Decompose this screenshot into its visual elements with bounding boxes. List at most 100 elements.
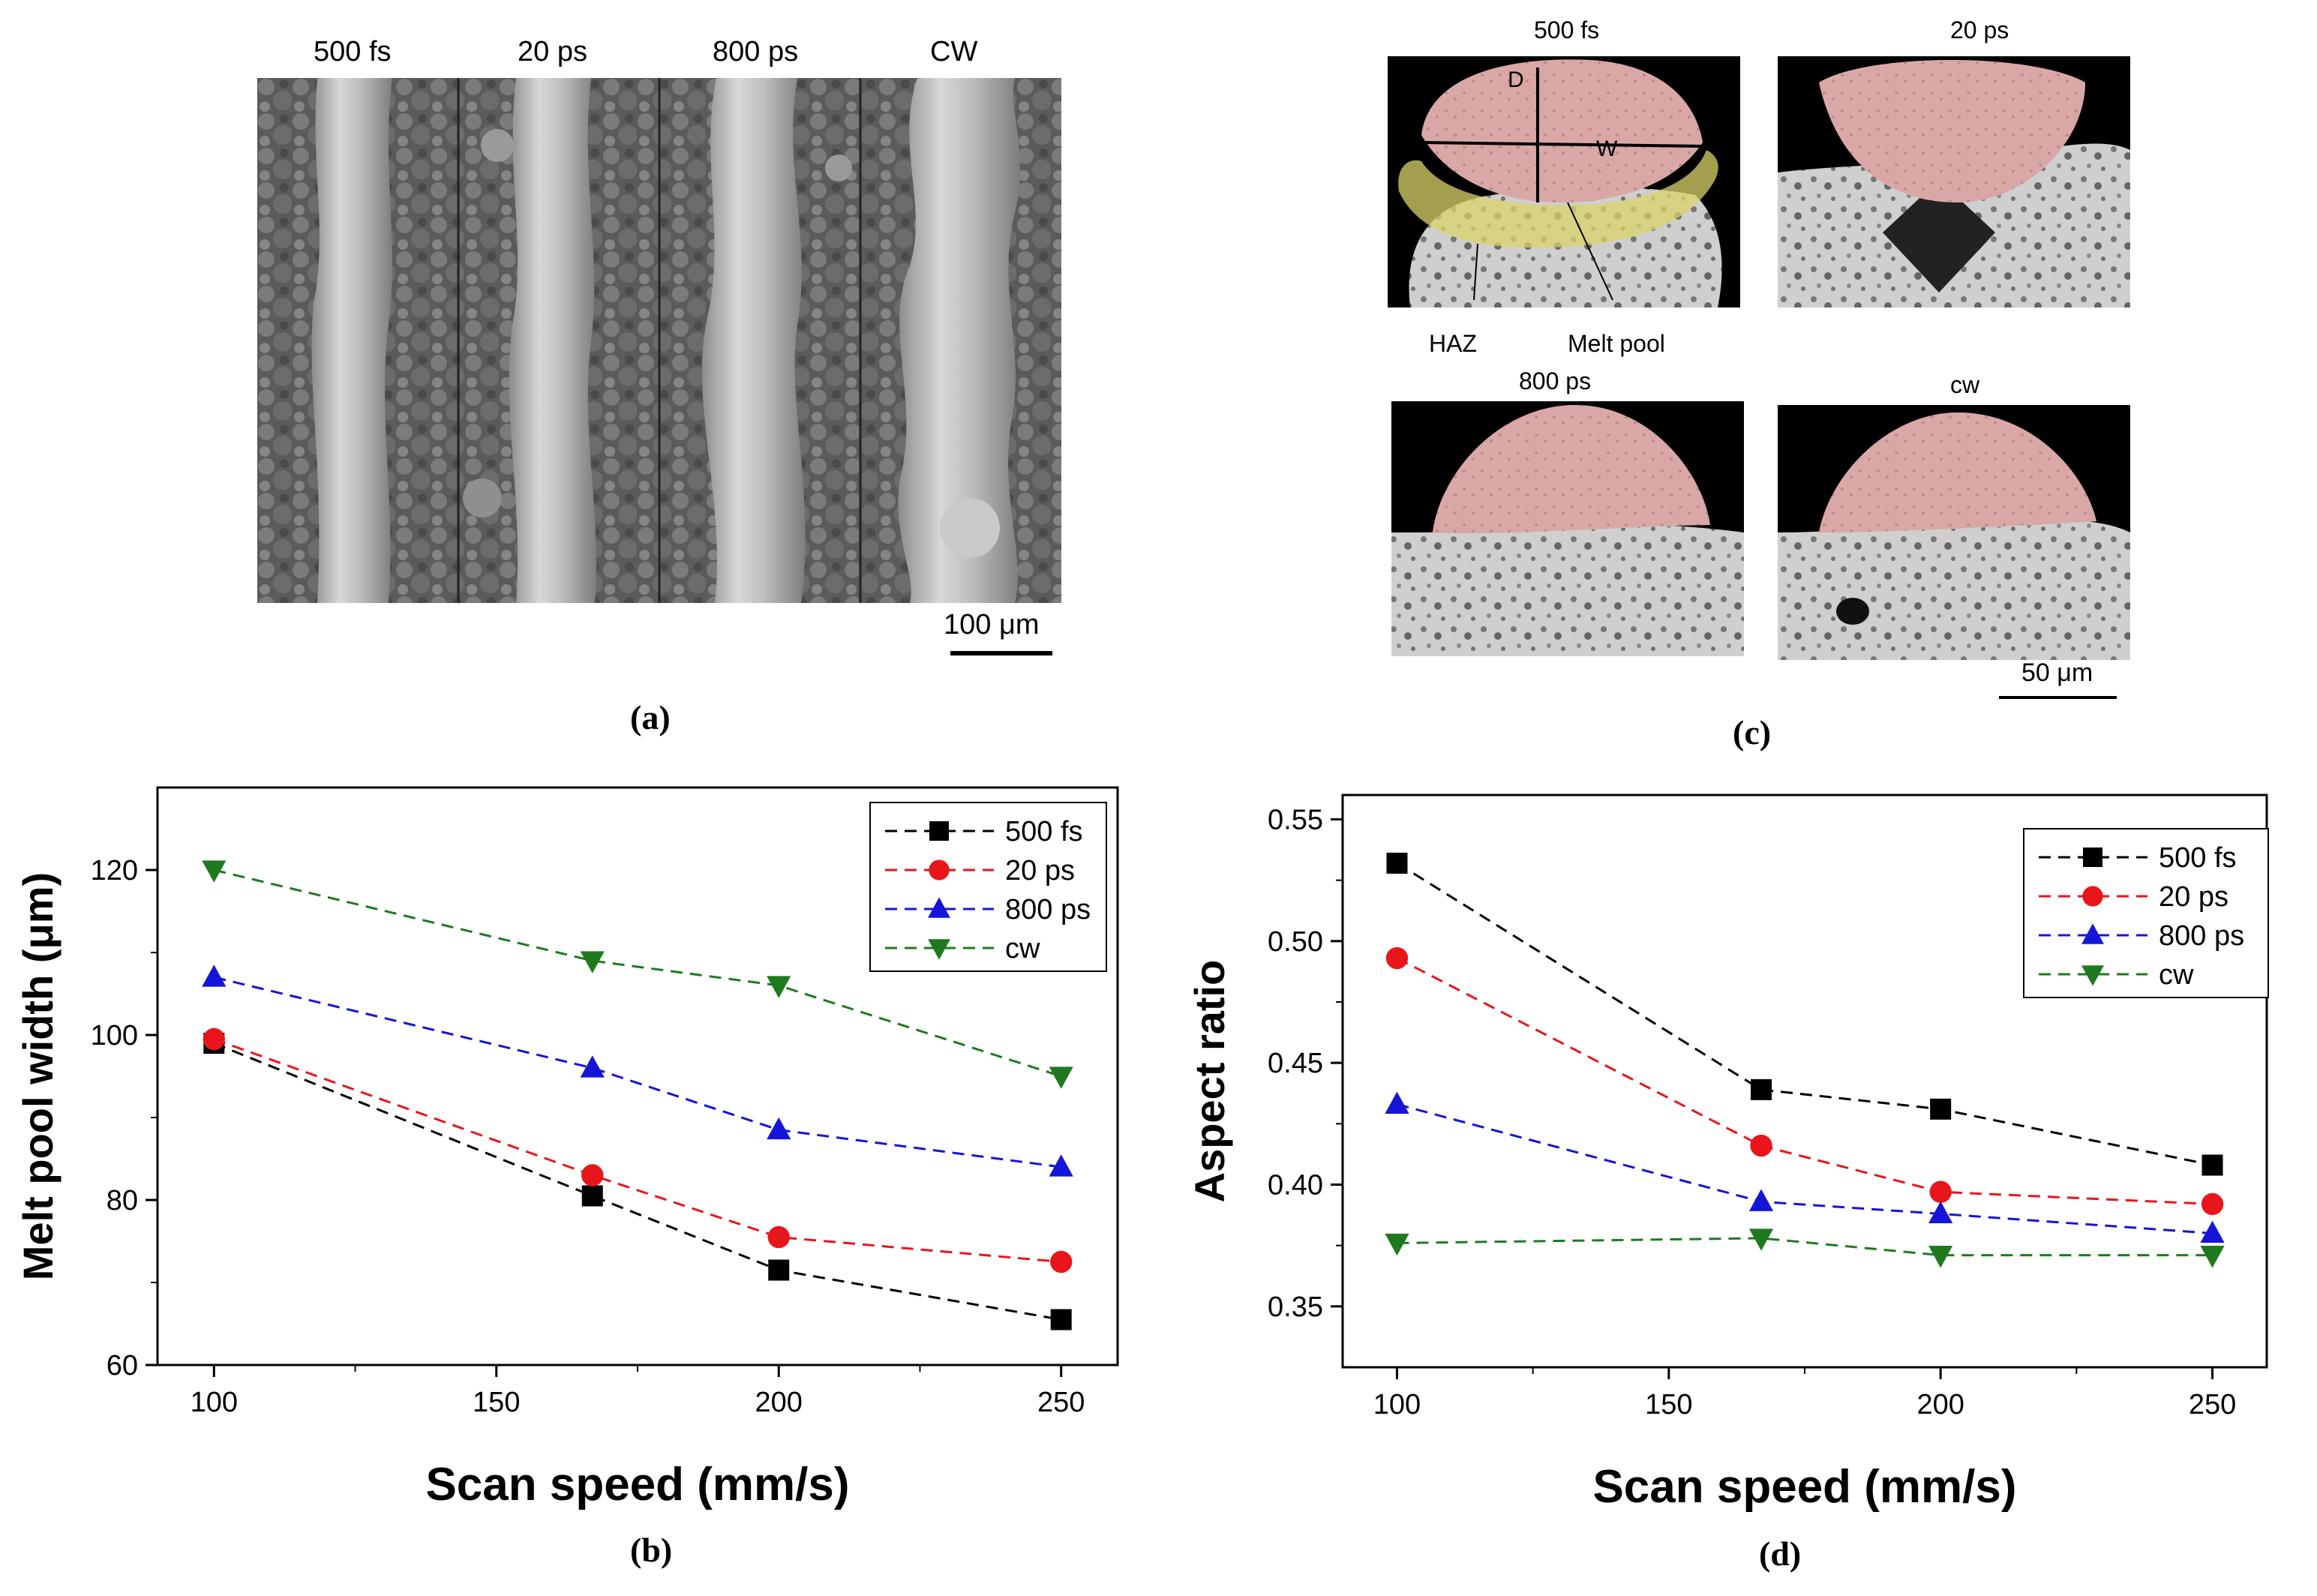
chart-d-legend-label-1: 20 ps [2159, 881, 2228, 913]
panel-c-label-500fs: 500 fs [1534, 16, 1600, 44]
chart-d-y-tick-label: 0.35 [1268, 1292, 1323, 1323]
panel-a-label-800ps: 800 ps [713, 36, 799, 68]
chart-b-series-3-point [580, 951, 605, 974]
chart-b-series-3-point [767, 976, 791, 998]
chart-b-series-line-2 [213, 976, 1061, 1168]
chart-d-series-0-point [1930, 1098, 1952, 1120]
chart-b-x-tick-label: 200 [755, 1387, 803, 1418]
chart-d-series-line-3 [1397, 1237, 2213, 1257]
annotation-width: W [1596, 136, 1618, 161]
chart-d-series-3-point [2200, 1246, 2225, 1268]
annotation-melt-pool: Melt pool [1568, 330, 1665, 357]
chart-b-y-tick-label: 100 [91, 1020, 138, 1052]
panel-c-caption: (c) [1733, 713, 1772, 752]
chart-d-series-0-point [1386, 852, 1408, 874]
chart-b-series-1-point [1050, 1250, 1073, 1274]
chart-d-x-tick-label: 150 [1645, 1389, 1692, 1420]
track-500fs [311, 78, 392, 603]
panel-d-caption: (d) [1759, 1534, 1802, 1573]
chart-b-series-2-point [202, 964, 227, 987]
chart-b-series-line-1 [213, 1038, 1061, 1263]
chart-d-x-axis-label: Scan speed (mm/s) [1592, 1461, 2016, 1513]
chart-b-legend-label-1: 20 ps [1005, 855, 1075, 886]
chart-b-x-tick-label: 250 [1037, 1387, 1085, 1418]
panel-a-label-500fs: 500 fs [314, 36, 392, 68]
panel-c-label-20ps: 20 ps [1950, 16, 2009, 44]
chart-d-y-tick-label: 0.55 [1268, 804, 1323, 836]
chart-d-x-tick-label: 200 [1916, 1389, 1964, 1420]
chart-d-series-2-point [1928, 1201, 1953, 1224]
chart-d-series-2-point [2200, 1220, 2225, 1244]
chart-b-x-axis-label: Scan speed (mm/s) [425, 1459, 849, 1510]
chart-d-series-line-0 [1396, 862, 2213, 1166]
panel-c-label-800ps: 800 ps [1519, 368, 1592, 394]
track-20ps [509, 78, 597, 603]
chart-d-series-0-point [1751, 1078, 1772, 1100]
chart-d-legend-marker-3 [2081, 965, 2104, 986]
chart-d-y-tick-label: 0.40 [1268, 1169, 1323, 1201]
chart-b-series-0-point [581, 1185, 603, 1207]
chart-d-y-axis-label: Aspect ratio [1186, 960, 1233, 1203]
chart-d-series-2-point [1385, 1091, 1409, 1114]
chart-d-y-tick-label: 0.45 [1268, 1048, 1323, 1079]
chart-b-y-tick-label: 120 [91, 855, 138, 886]
chart-d-series-0-point [2201, 1154, 2223, 1176]
chart-d-series-3-point [1385, 1233, 1409, 1256]
panel-a-label-20ps: 20 ps [518, 36, 587, 68]
chart-d-series-2-point [1748, 1189, 1774, 1211]
panel-a-label-cw: CW [930, 36, 978, 68]
cross-section-cw [1778, 405, 2130, 660]
chart-d-series-3-point [1928, 1246, 1953, 1268]
chart-b-y-tick-label: 80 [107, 1185, 138, 1216]
chart-b-series-3-point [1049, 1066, 1073, 1089]
chart-d-series-1-point [1929, 1180, 1952, 1203]
chart-b-legend-marker-2 [928, 897, 950, 918]
chart-d-legend-marker-1 [2082, 886, 2103, 907]
chart-d-legend-label-3: cw [2159, 959, 2194, 991]
chart-b-series-line-3 [213, 868, 1062, 1078]
annotation-haz: HAZ [1429, 330, 1477, 357]
chart-b-legend-label-0: 500 fs [1005, 816, 1083, 848]
chart-d-legend-label-0: 500 fs [2159, 842, 2237, 874]
chart-d-y-tick-label: 0.50 [1268, 926, 1323, 958]
cross-section-20ps [1778, 56, 2130, 308]
chart-b-series-2-point [580, 1055, 605, 1078]
track-800ps [701, 78, 806, 603]
cross-section-800ps [1391, 401, 1744, 656]
chart-d-series-line-2 [1397, 1102, 2213, 1234]
chart-b-x-tick-label: 100 [191, 1387, 238, 1418]
chart-b-legend-marker-3 [928, 939, 950, 960]
chart-b-series-2-point [1049, 1154, 1073, 1177]
chart-d-legend-marker-2 [2081, 923, 2104, 944]
chart-b-y-axis-label: Melt pool width (μm) [14, 872, 62, 1280]
chart-b-series-1-point [203, 1028, 225, 1051]
chart-d-series-line-1 [1396, 957, 2213, 1205]
chart-d-legend-marker-0 [2083, 848, 2102, 867]
track-cw [898, 78, 1021, 603]
chart-d-series-1-point [2201, 1192, 2224, 1216]
panel-a-caption: (a) [630, 698, 671, 736]
chart-b-legend-marker-1 [929, 860, 950, 880]
cross-section-500fs [1388, 56, 1740, 308]
panel-a-scale-bar-label: 100 μm [944, 609, 1040, 640]
chart-aspect-ratio: 100 150 200 250 0.35 0.40 0.45 0.50 0.55 Scan spe… [1186, 794, 2269, 1513]
chart-melt-pool-width: 100 150 200 250 60 80 100 120 Scan speed (mm/s) M… [14, 786, 1119, 1510]
panel-c-cross-sections [1388, 56, 2130, 660]
chart-d-x-tick-label: 100 [1373, 1389, 1421, 1420]
chart-b-series-1-point [767, 1226, 790, 1249]
panel-c-label-cw: cw [1950, 371, 1980, 398]
chart-b-legend-label-2: 800 ps [1005, 894, 1091, 926]
panel-a-sem-image [257, 78, 1061, 603]
chart-d-x-tick-label: 250 [2189, 1389, 2236, 1420]
chart-d-series-3-point [1748, 1228, 1774, 1251]
panel-c-scale-bar [1999, 696, 2117, 699]
chart-b-series-1-point [581, 1164, 604, 1186]
chart-b-legend-label-3: cw [1005, 933, 1040, 964]
annotation-depth: D [1508, 68, 1524, 92]
chart-b-series-3-point [202, 860, 227, 883]
chart-b-y-tick-label: 60 [107, 1350, 138, 1382]
chart-d-series-1-point [1750, 1134, 1772, 1157]
panel-b-caption: (b) [630, 1531, 673, 1569]
chart-b-series-line-0 [213, 1042, 1061, 1321]
panel-c-scale-bar-label: 50 μm [2021, 658, 2093, 687]
